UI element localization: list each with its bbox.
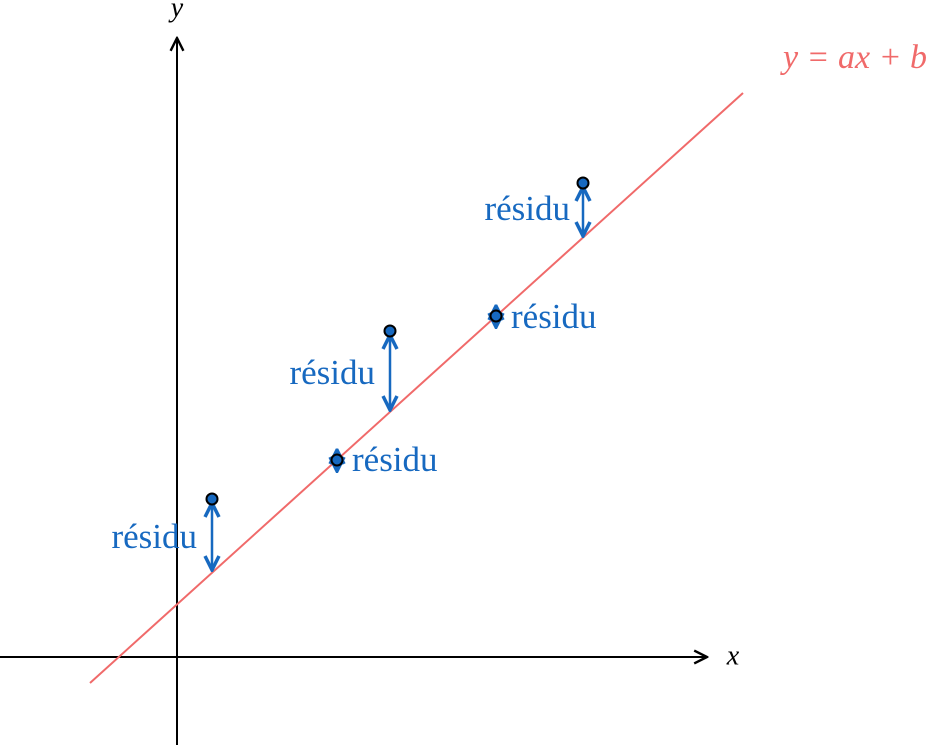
residual-label: résidu [289, 353, 375, 392]
residual-label: résidu [511, 297, 597, 336]
y-label: y [168, 0, 184, 23]
residual-label: résidu [111, 517, 197, 556]
regression-line [89, 92, 744, 684]
data-point [205, 492, 219, 506]
data-point [576, 176, 590, 190]
x-label: x [726, 640, 740, 671]
residual-label: résidu [484, 189, 570, 228]
data-point [489, 309, 503, 323]
data-point [330, 453, 344, 467]
data-point [383, 324, 397, 338]
residual-label: résidu [352, 440, 438, 479]
line-label: y = ax + b [780, 39, 927, 76]
